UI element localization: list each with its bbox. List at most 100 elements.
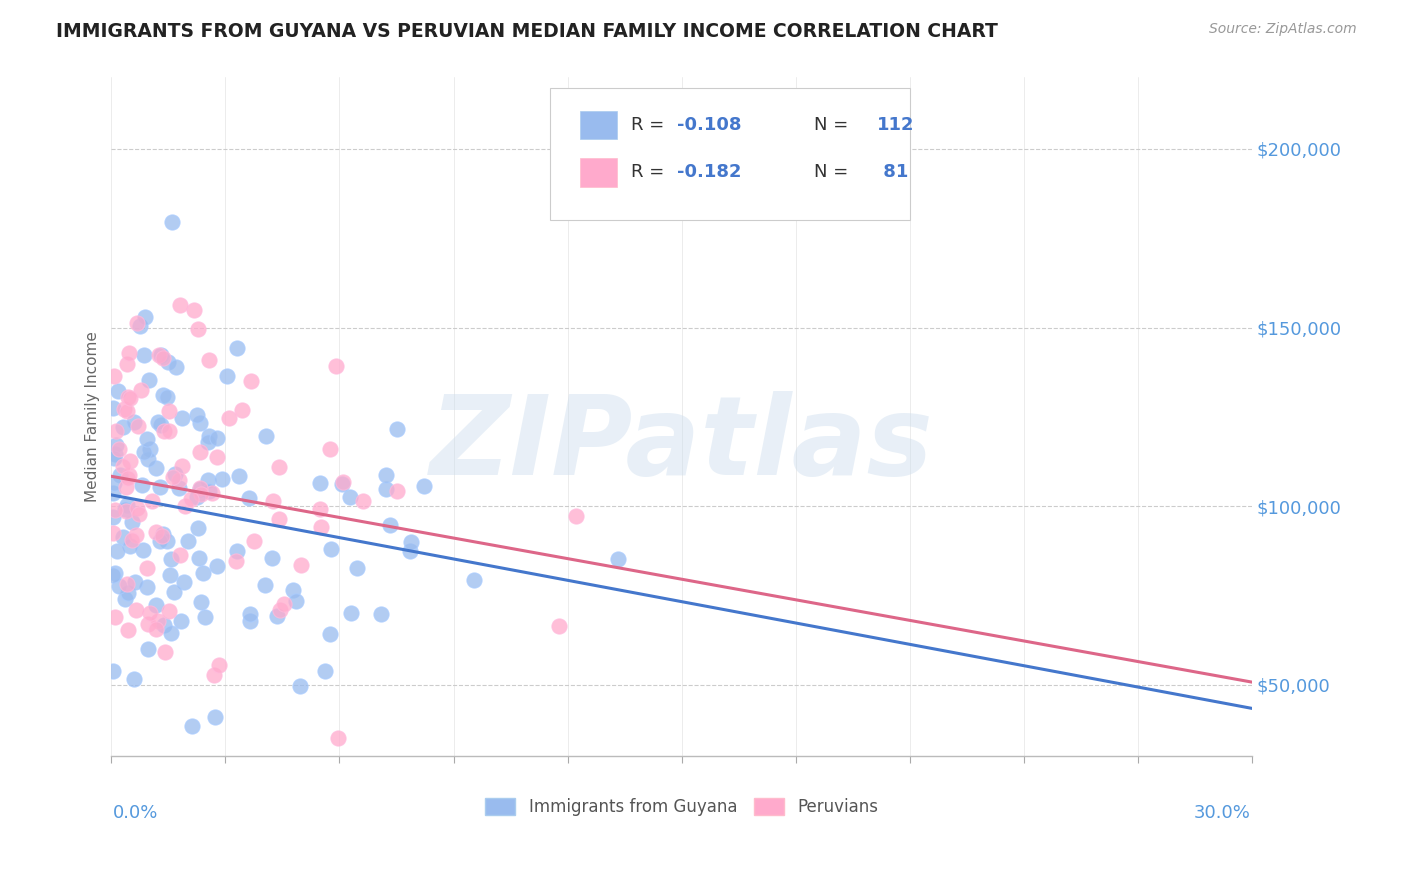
Point (202, 668, 225, 682)
Point (129, 383, 152, 397)
Point (188, 482, 211, 496)
Point (115, 504, 138, 518)
Point (103, 525, 125, 540)
Point (332, 475, 354, 489)
Point (115, 480, 138, 494)
Point (564, 509, 586, 524)
Point (330, 477, 353, 491)
Point (190, 595, 212, 609)
Point (122, 672, 145, 686)
Point (352, 494, 374, 508)
Point (167, 473, 190, 487)
Point (118, 392, 141, 406)
Point (145, 622, 167, 636)
Point (114, 502, 136, 516)
Point (128, 507, 150, 521)
Point (103, 450, 125, 465)
Point (117, 624, 139, 638)
Point (162, 585, 184, 599)
Point (145, 461, 167, 475)
Point (103, 568, 125, 582)
Point (107, 442, 129, 456)
FancyBboxPatch shape (581, 111, 617, 139)
Point (254, 428, 277, 442)
Point (108, 468, 131, 483)
Text: 112: 112 (876, 116, 914, 134)
Point (160, 214, 183, 228)
Point (104, 503, 127, 517)
Point (103, 369, 125, 384)
Point (139, 442, 162, 457)
Point (183, 303, 205, 318)
Point (225, 342, 247, 356)
Point (239, 614, 262, 628)
Point (177, 533, 200, 548)
Point (165, 360, 187, 375)
Point (205, 431, 228, 445)
Point (226, 543, 249, 558)
Point (339, 490, 361, 504)
Point (190, 486, 212, 500)
Text: -0.182: -0.182 (678, 163, 741, 181)
Point (180, 491, 202, 506)
Point (399, 544, 422, 558)
Point (150, 529, 173, 543)
Point (112, 402, 135, 417)
Point (253, 578, 276, 592)
Text: R =: R = (631, 163, 671, 181)
Point (153, 424, 176, 438)
Point (412, 479, 434, 493)
Point (145, 598, 167, 612)
Point (172, 458, 194, 473)
Point (606, 552, 628, 566)
Point (319, 627, 342, 641)
Point (193, 566, 215, 581)
Point (378, 518, 401, 533)
Point (157, 604, 180, 618)
Point (152, 388, 174, 402)
Point (188, 550, 211, 565)
Point (283, 583, 305, 598)
Point (181, 719, 204, 733)
Point (188, 445, 211, 459)
Point (188, 417, 211, 431)
Point (112, 530, 135, 544)
Point (104, 424, 127, 438)
Point (401, 535, 423, 549)
Point (127, 500, 149, 515)
Point (157, 424, 180, 438)
Point (240, 374, 263, 388)
Point (103, 485, 125, 500)
Text: N =: N = (814, 163, 853, 181)
Point (114, 591, 136, 606)
Point (169, 298, 191, 312)
Legend: Immigrants from Guyana, Peruvians: Immigrants from Guyana, Peruvians (478, 791, 884, 822)
Point (269, 459, 291, 474)
Point (198, 429, 221, 443)
Point (387, 484, 409, 499)
Point (149, 480, 172, 494)
Point (127, 419, 149, 434)
Point (156, 390, 179, 404)
Point (105, 544, 128, 558)
Point (197, 473, 219, 487)
Point (288, 679, 311, 693)
Point (157, 404, 180, 418)
Point (308, 475, 330, 490)
Point (204, 710, 226, 724)
Point (273, 597, 295, 611)
Point (160, 625, 183, 640)
Point (115, 576, 138, 591)
Text: ZIPatlas: ZIPatlas (430, 391, 934, 498)
Point (152, 526, 174, 541)
Point (148, 348, 170, 362)
Point (105, 438, 128, 452)
Point (170, 410, 193, 425)
Point (187, 322, 209, 336)
Point (136, 432, 159, 446)
Point (103, 665, 125, 679)
Point (134, 310, 156, 325)
FancyBboxPatch shape (581, 158, 617, 186)
Point (239, 607, 262, 621)
Point (187, 521, 209, 535)
